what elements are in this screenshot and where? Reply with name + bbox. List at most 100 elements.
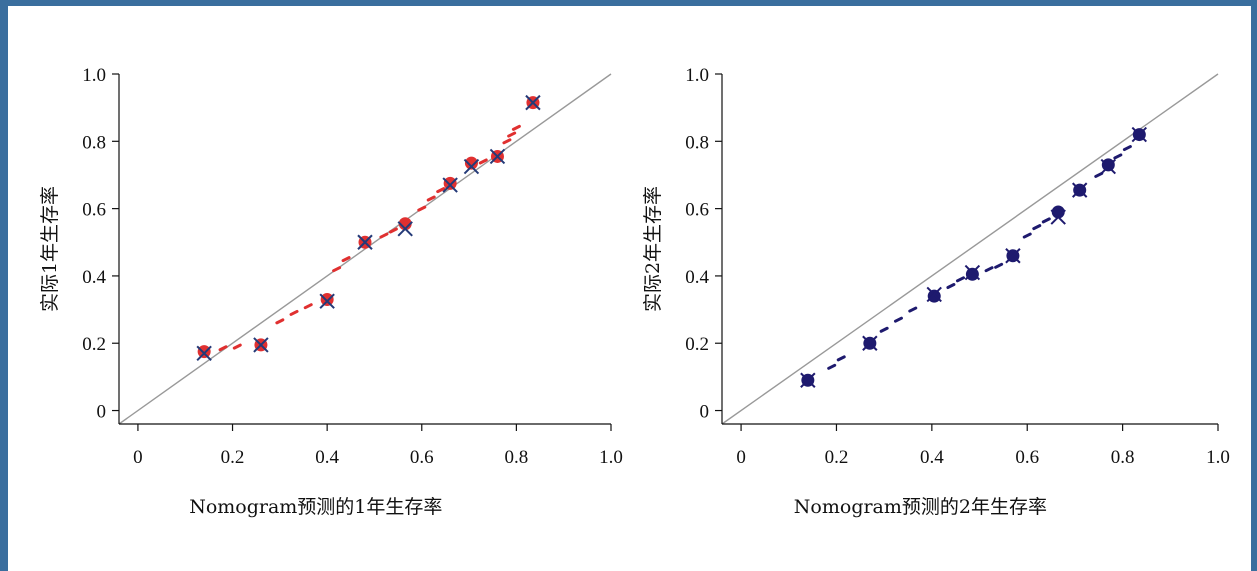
trend-mark <box>1041 217 1051 224</box>
data-point <box>1051 205 1065 219</box>
x-marker-stroke <box>800 372 816 388</box>
trend-mark <box>436 187 446 194</box>
x-marker-stroke <box>1005 248 1021 264</box>
trend-mark <box>388 227 398 234</box>
y-tick-label: 0.2 <box>685 334 709 355</box>
trend-mark <box>218 345 228 352</box>
trend-mark <box>1113 153 1123 160</box>
x-marker <box>1071 182 1088 198</box>
x-marker <box>1005 248 1021 264</box>
data-point <box>197 345 211 359</box>
x-marker-stroke <box>525 94 541 111</box>
trend-mark <box>946 283 956 290</box>
x-marker <box>489 148 506 165</box>
x-marker-stroke <box>1071 182 1088 198</box>
x-marker-stroke <box>196 345 212 362</box>
x-tick-label: 0.8 <box>505 447 529 468</box>
x-marker <box>196 345 212 362</box>
data-point <box>398 217 412 231</box>
trend-mark <box>511 124 521 131</box>
x-marker-stroke <box>964 264 981 281</box>
x-marker <box>1050 209 1066 225</box>
x-tick-label: 0.8 <box>1111 447 1135 468</box>
x-tick-label: 0 <box>736 447 746 468</box>
x-tick-label: 0.6 <box>410 447 434 468</box>
trend-mark <box>275 318 285 325</box>
y-axis-title: 实际2年生存率 <box>642 186 664 312</box>
x-tick-label: 0.2 <box>825 447 849 468</box>
x-marker-stroke <box>463 158 480 175</box>
y-tick-label: 1.0 <box>685 65 709 86</box>
x-marker <box>964 264 981 281</box>
x-tick-label: 0 <box>133 447 143 468</box>
data-point <box>464 156 478 170</box>
trend-mark <box>836 355 846 362</box>
trend-mark <box>417 205 427 212</box>
y-tick-label: 0.6 <box>82 200 106 221</box>
reference-line <box>118 73 612 425</box>
x-marker-stroke <box>1050 209 1066 225</box>
y-tick-label: 0.8 <box>82 132 106 153</box>
y-tick-label: 0.6 <box>685 200 709 221</box>
x-marker-stroke <box>397 221 413 237</box>
trend-mark <box>1094 171 1104 178</box>
trend-mark <box>984 266 994 273</box>
trend-mark <box>879 326 889 333</box>
x-marker-stroke <box>1131 126 1148 143</box>
x-marker-stroke <box>319 293 335 309</box>
data-point <box>1101 158 1115 172</box>
y-tick-label: 0.8 <box>685 132 709 153</box>
data-point <box>443 176 457 190</box>
trend-mark <box>332 266 342 273</box>
trend-mark <box>379 232 389 239</box>
trend-mark <box>955 276 965 283</box>
y-tick-label: 1.0 <box>82 65 106 86</box>
x-marker <box>442 177 458 193</box>
x-marker-stroke <box>489 148 506 165</box>
chart-panel-2: 0 0.2 0.4 0.6 0.8 1.0 0 0.2 0.4 0.6 0.8 1.0 Nomogram… <box>642 65 1230 518</box>
x-tick-label: 1.0 <box>1206 447 1230 468</box>
trend-mark <box>994 262 1004 269</box>
x-marker-stroke <box>926 286 942 303</box>
trend-mark <box>827 363 837 370</box>
x-marker <box>1131 126 1148 143</box>
trend-mark <box>502 138 512 145</box>
y-tick-label: 0.4 <box>82 267 106 288</box>
x-tick-label: 1.0 <box>599 447 623 468</box>
trend-mark <box>478 158 488 165</box>
x-tick-label: 0.2 <box>221 447 245 468</box>
x-marker <box>926 286 942 303</box>
trend-mark <box>1122 145 1132 152</box>
x-tick-label: 0.4 <box>315 447 339 468</box>
x-axis-title: Nomogram预测的2年生存率 <box>794 496 1047 518</box>
x-marker <box>357 234 373 250</box>
calibration-charts: 0 0.2 0.4 0.6 0.8 1.0 0 0.2 0.4 0.6 0.8 1.0 Nomogram… <box>39 65 1230 518</box>
y-axis-title: 实际1年生存率 <box>39 186 61 312</box>
trend-mark <box>232 343 242 350</box>
x-marker-stroke <box>1100 158 1117 175</box>
x-axis-title: Nomogram预测的1年生存率 <box>189 496 442 518</box>
x-tick-label: 0.4 <box>920 447 944 468</box>
x-marker <box>319 293 335 309</box>
data-point <box>320 292 334 306</box>
x-marker <box>253 337 269 353</box>
trend-mark <box>507 131 517 138</box>
reference-line <box>721 73 1219 425</box>
x-marker <box>397 221 413 237</box>
x-marker-stroke <box>862 335 878 351</box>
trend-mark <box>303 303 313 310</box>
x-marker <box>463 158 480 175</box>
trend-mark <box>893 316 903 323</box>
x-marker-stroke <box>442 177 458 193</box>
trend-mark <box>341 256 351 263</box>
trend-mark <box>908 306 918 313</box>
figure-frame: 0 0.2 0.4 0.6 0.8 1.0 0 0.2 0.4 0.6 0.8 1.0 Nomogram… <box>8 6 1251 571</box>
trend-mark <box>1022 232 1032 239</box>
data-point <box>965 267 979 281</box>
x-marker-stroke <box>357 234 373 250</box>
x-marker <box>525 94 541 111</box>
x-marker <box>1100 158 1117 175</box>
trend-mark <box>1032 224 1042 231</box>
data-point <box>927 289 941 303</box>
trend-mark <box>289 309 299 316</box>
